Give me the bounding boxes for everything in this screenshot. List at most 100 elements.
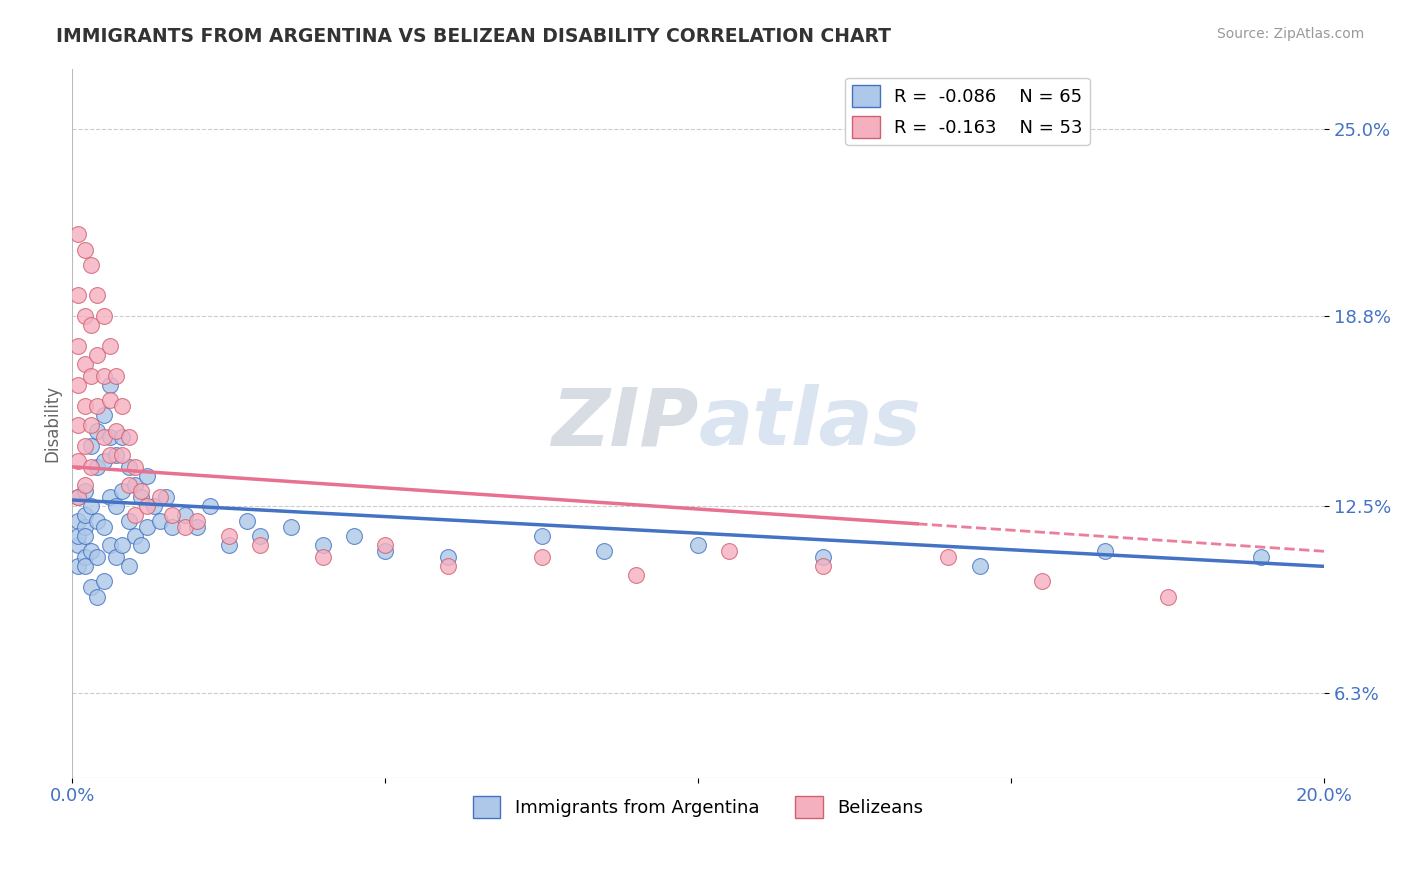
Point	[136, 499, 159, 513]
Point	[93, 520, 115, 534]
Point	[129, 483, 152, 498]
Point	[111, 538, 134, 552]
Point	[80, 439, 103, 453]
Point	[813, 559, 835, 574]
Point	[218, 529, 240, 543]
Point	[93, 309, 115, 323]
Point	[436, 550, 458, 565]
Point	[155, 490, 177, 504]
Point	[124, 478, 146, 492]
Text: ZIP: ZIP	[551, 384, 699, 462]
Point	[67, 514, 90, 528]
Point	[149, 490, 172, 504]
Point	[162, 520, 184, 534]
Point	[530, 550, 553, 565]
Point	[1156, 590, 1178, 604]
Point	[73, 550, 96, 565]
Point	[969, 559, 991, 574]
Point	[149, 514, 172, 528]
Point	[129, 538, 152, 552]
Point	[80, 544, 103, 558]
Point	[111, 400, 134, 414]
Point	[105, 369, 128, 384]
Point	[86, 400, 108, 414]
Point	[136, 468, 159, 483]
Point	[105, 499, 128, 513]
Point	[86, 288, 108, 302]
Point	[117, 514, 139, 528]
Point	[67, 227, 90, 242]
Point	[67, 417, 90, 432]
Point	[162, 508, 184, 522]
Point	[374, 538, 396, 552]
Point	[73, 243, 96, 257]
Point	[93, 454, 115, 468]
Point	[73, 529, 96, 543]
Point	[311, 538, 333, 552]
Point	[98, 429, 121, 443]
Point	[67, 378, 90, 392]
Point	[343, 529, 366, 543]
Point	[67, 339, 90, 353]
Point	[813, 550, 835, 565]
Point	[136, 520, 159, 534]
Point	[688, 538, 710, 552]
Point	[186, 514, 208, 528]
Point	[98, 538, 121, 552]
Point	[73, 559, 96, 574]
Point	[93, 574, 115, 589]
Point	[1031, 574, 1053, 589]
Text: atlas: atlas	[699, 384, 921, 462]
Point	[174, 508, 197, 522]
Point	[1250, 550, 1272, 565]
Y-axis label: Disability: Disability	[44, 384, 60, 461]
Point	[938, 550, 960, 565]
Point	[98, 339, 121, 353]
Point	[249, 538, 271, 552]
Point	[530, 529, 553, 543]
Text: IMMIGRANTS FROM ARGENTINA VS BELIZEAN DISABILITY CORRELATION CHART: IMMIGRANTS FROM ARGENTINA VS BELIZEAN DI…	[56, 27, 891, 45]
Point	[67, 490, 90, 504]
Point	[186, 520, 208, 534]
Point	[80, 581, 103, 595]
Text: Source: ZipAtlas.com: Source: ZipAtlas.com	[1216, 27, 1364, 41]
Point	[111, 429, 134, 443]
Point	[73, 508, 96, 522]
Point	[80, 459, 103, 474]
Point	[117, 429, 139, 443]
Point	[98, 448, 121, 462]
Point	[236, 514, 259, 528]
Point	[117, 559, 139, 574]
Point	[73, 478, 96, 492]
Point	[73, 483, 96, 498]
Point	[105, 550, 128, 565]
Point	[73, 400, 96, 414]
Point	[129, 490, 152, 504]
Point	[80, 258, 103, 272]
Point	[280, 520, 302, 534]
Point	[86, 514, 108, 528]
Point	[98, 378, 121, 392]
Point	[73, 439, 96, 453]
Point	[111, 483, 134, 498]
Point	[124, 529, 146, 543]
Point	[593, 544, 616, 558]
Point	[86, 424, 108, 438]
Point	[105, 424, 128, 438]
Point	[1094, 544, 1116, 558]
Point	[98, 393, 121, 408]
Point	[436, 559, 458, 574]
Point	[86, 590, 108, 604]
Point	[80, 499, 103, 513]
Point	[218, 538, 240, 552]
Point	[73, 520, 96, 534]
Point	[80, 318, 103, 332]
Point	[86, 348, 108, 362]
Point	[624, 568, 647, 582]
Point	[73, 309, 96, 323]
Point	[93, 369, 115, 384]
Point	[111, 448, 134, 462]
Point	[93, 409, 115, 423]
Legend: Immigrants from Argentina, Belizeans: Immigrants from Argentina, Belizeans	[465, 789, 931, 825]
Point	[117, 459, 139, 474]
